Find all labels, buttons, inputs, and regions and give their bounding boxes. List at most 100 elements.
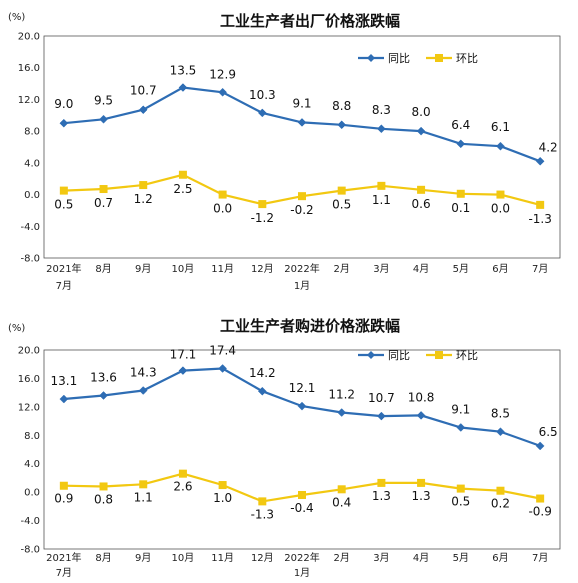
data-label-0-1-9: 0.6	[412, 197, 431, 211]
data-label-1-0-9: 10.8	[408, 390, 435, 404]
legend-label-1-0: 同比	[388, 349, 410, 362]
data-label-1-0-1: 13.6	[90, 370, 117, 384]
data-label-0-1-2: 1.2	[134, 192, 153, 206]
x-tick-label-0-1: 8月	[95, 263, 111, 275]
x-tick-label-1-8: 3月	[373, 552, 389, 564]
data-label-0-1-6: -0.2	[290, 203, 313, 217]
legend-marker-1-1	[435, 351, 443, 359]
point-marker-0-1-1	[99, 185, 108, 194]
x-tick-sublabel-0-0: 7月	[56, 280, 72, 292]
data-label-1-1-10: 0.5	[451, 495, 470, 509]
chart-title-0: 工业生产者出厂价格涨跌幅	[220, 12, 400, 30]
point-marker-1-0-6	[297, 401, 307, 411]
x-tick-label-1-3: 10月	[172, 552, 195, 564]
data-label-0-0-1: 9.5	[94, 93, 113, 107]
point-marker-0-0-2	[138, 105, 148, 115]
data-label-0-0-11: 6.1	[491, 120, 510, 134]
point-marker-1-1-8	[377, 478, 386, 487]
x-tick-label-0-2: 9月	[135, 263, 151, 275]
data-label-0-0-7: 8.8	[332, 99, 351, 113]
data-label-0-0-5: 10.3	[249, 88, 276, 102]
point-marker-1-0-2	[138, 386, 148, 395]
data-label-1-0-0: 13.1	[50, 374, 77, 388]
data-label-0-0-8: 8.3	[372, 103, 391, 117]
legend-label-0-0: 同比	[388, 52, 410, 65]
data-label-0-1-10: 0.1	[451, 201, 470, 215]
data-label-0-1-8: 1.1	[372, 193, 391, 207]
x-tick-label-0-5: 12月	[251, 263, 274, 275]
point-marker-0-1-4	[218, 190, 227, 199]
x-tick-label-0-11: 6月	[492, 263, 508, 275]
data-label-1-1-0: 0.9	[54, 492, 73, 506]
point-marker-0-1-9	[417, 185, 426, 194]
point-marker-1-1-0	[59, 481, 68, 490]
point-marker-0-1-6	[298, 192, 306, 201]
data-label-1-0-11: 8.5	[491, 407, 510, 421]
x-tick-sublabel-1-6: 1月	[294, 567, 310, 579]
data-label-0-1-1: 0.7	[94, 196, 113, 210]
point-marker-1-1-9	[417, 478, 426, 487]
point-marker-0-0-5	[257, 108, 267, 118]
point-marker-1-1-7	[337, 485, 346, 494]
data-label-0-1-4: 0.0	[213, 202, 232, 216]
x-tick-label-0-8: 3月	[373, 263, 389, 275]
data-label-0-0-4: 12.9	[209, 67, 236, 81]
point-marker-1-1-3	[178, 469, 187, 478]
y-tick-label-0-1: 16.0	[18, 63, 40, 74]
x-tick-label-1-2: 9月	[135, 552, 151, 564]
x-tick-label-0-6: 2022年	[284, 262, 319, 275]
y-tick-label-0-6: -4.0	[20, 222, 40, 233]
data-label-1-1-6: -0.4	[290, 501, 313, 515]
data-label-1-0-5: 14.2	[249, 366, 276, 380]
data-label-1-0-10: 9.1	[451, 402, 470, 416]
x-tick-label-0-9: 4月	[413, 263, 429, 275]
point-marker-0-1-8	[377, 181, 386, 190]
data-label-1-1-7: 0.4	[332, 495, 351, 509]
y-tick-label-0-0: 20.0	[18, 32, 40, 43]
point-marker-0-1-7	[337, 186, 346, 195]
data-label-1-0-3: 17.1	[170, 348, 197, 362]
data-label-0-1-11: 0.0	[491, 202, 510, 216]
point-marker-0-0-12	[535, 156, 545, 166]
x-tick-label-1-1: 8月	[95, 552, 111, 564]
x-tick-label-0-10: 5月	[453, 263, 469, 275]
data-label-0-0-12: 4.2	[539, 140, 558, 154]
point-marker-1-0-8	[377, 411, 386, 421]
y-tick-label-1-5: 0.0	[24, 488, 40, 499]
plot-frame-0	[43, 35, 561, 259]
data-label-1-1-1: 0.8	[94, 492, 113, 506]
point-marker-0-0-4	[218, 87, 227, 97]
point-marker-1-1-4	[218, 481, 227, 490]
point-marker-0-0-1	[99, 114, 108, 124]
y-tick-label-0-2: 12.0	[18, 95, 40, 106]
y-tick-label-1-4: 4.0	[24, 459, 40, 470]
x-tick-label-0-0: 2021年	[46, 262, 81, 275]
point-marker-1-1-11	[496, 486, 505, 495]
data-label-1-1-2: 1.1	[134, 490, 153, 504]
x-tick-label-0-7: 2月	[334, 263, 350, 275]
data-label-1-0-2: 14.3	[130, 366, 157, 380]
data-label-0-1-0: 0.5	[54, 198, 73, 212]
point-marker-1-0-0	[59, 394, 69, 404]
point-marker-0-0-0	[59, 118, 69, 128]
point-marker-1-0-12	[535, 441, 545, 451]
data-label-0-0-9: 8.0	[412, 105, 431, 119]
data-label-0-1-5: -1.2	[251, 211, 274, 225]
point-marker-1-0-11	[496, 427, 505, 437]
chart-title-1: 工业生产者购进价格涨跌幅	[220, 317, 400, 335]
y-tick-label-1-2: 12.0	[18, 402, 40, 413]
x-tick-label-1-12: 7月	[532, 552, 548, 564]
point-marker-1-0-4	[218, 364, 227, 373]
point-marker-1-1-10	[456, 484, 465, 493]
data-label-1-1-8: 1.3	[372, 489, 391, 503]
data-label-1-1-5: -1.3	[251, 507, 274, 521]
x-tick-label-1-10: 5月	[453, 552, 469, 564]
point-marker-1-1-6	[298, 490, 306, 499]
x-tick-sublabel-0-6: 1月	[294, 280, 310, 292]
x-tick-label-0-3: 10月	[172, 263, 195, 275]
y-tick-label-0-3: 8.0	[24, 127, 40, 138]
y-tick-label-1-6: -4.0	[20, 516, 40, 527]
y-tick-label-1-0: 20.0	[18, 346, 40, 357]
x-tick-label-1-5: 12月	[251, 552, 274, 564]
